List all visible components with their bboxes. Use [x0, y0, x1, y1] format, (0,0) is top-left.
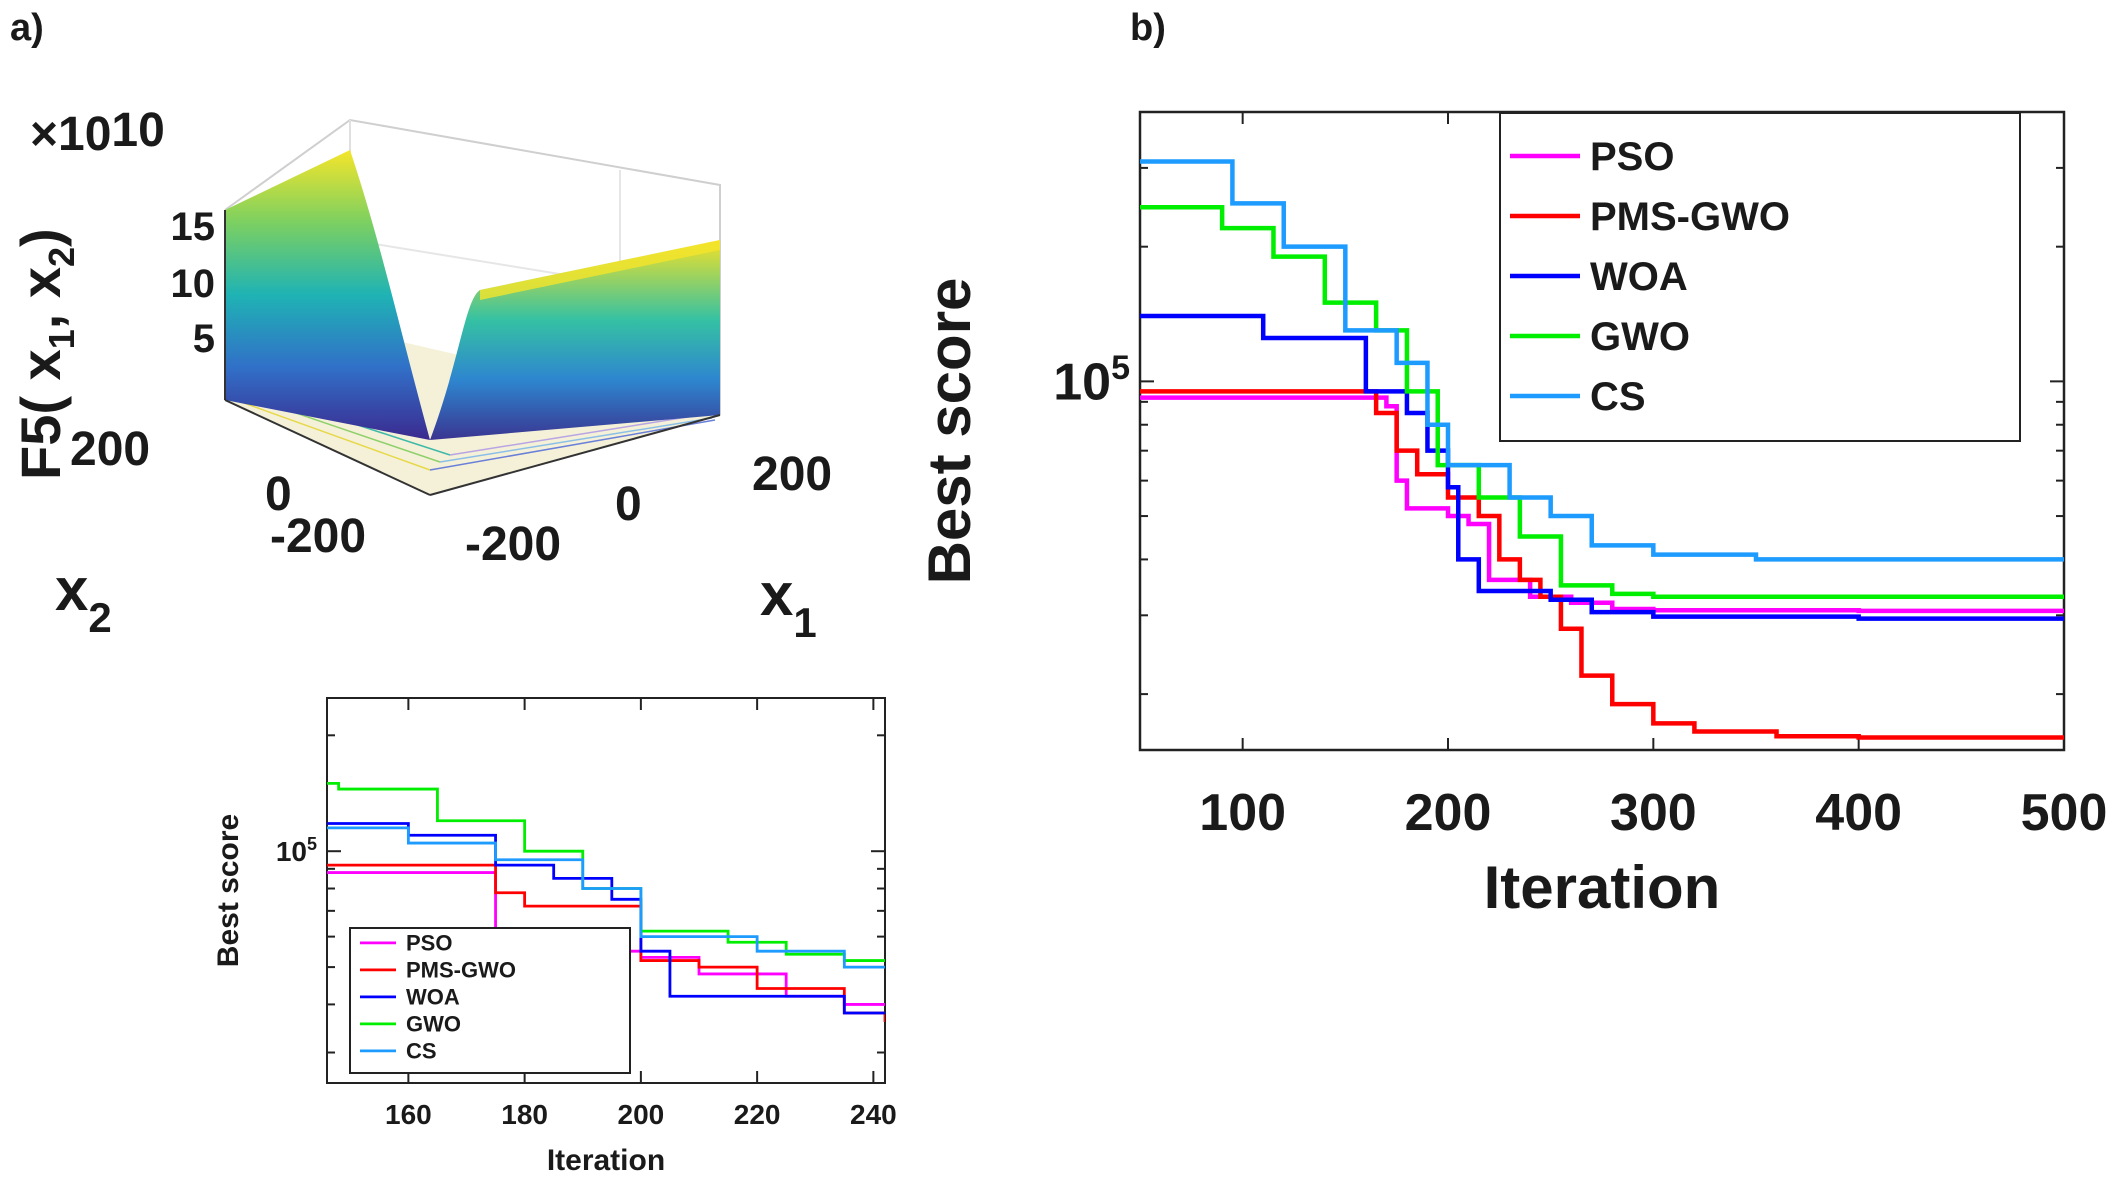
surface-ztick: 10 [171, 262, 216, 306]
x-tick-label: 100 [1199, 784, 1286, 842]
surface-plot: 15 10 5 ×1010 F5( x1, x2) 200 0 -200 -20… [9, 104, 832, 646]
legend-label: PSO [406, 931, 452, 956]
surface-zlabel-sub: 1 [41, 329, 82, 349]
series-line-pso [1140, 395, 2064, 614]
surface-zlabel-sub: 2 [41, 247, 82, 267]
series-line-woa [1140, 313, 2064, 621]
x-tick-label: 220 [734, 1099, 781, 1130]
surface-x1-axis [429, 414, 721, 496]
series-line-pms-gwo [1140, 389, 2064, 740]
y-tick-label-base: 10 [1053, 354, 1111, 412]
legend-label: CS [1590, 375, 1646, 419]
surface-x2-tick: 0 [265, 468, 292, 521]
surface-zlabel-text: F5( x [9, 349, 72, 480]
legend-label: CS [406, 1039, 437, 1064]
x-tick-label: 300 [1610, 784, 1697, 842]
series-line-woa [327, 822, 885, 1015]
y-axis-label: Best score [212, 814, 245, 967]
x-tick-label: 240 [850, 1099, 897, 1130]
y-axis-label: Best score [916, 278, 983, 585]
y-tick-label-power: 5 [1111, 349, 1130, 387]
surface-zlabel-comma: , x [9, 267, 72, 329]
legend-label: WOA [406, 985, 460, 1010]
surface-ridge [480, 240, 720, 300]
surface-exponent-label: ×1010 [30, 104, 165, 161]
surface-x2-label: x2 [55, 556, 112, 641]
surface-ztick: 5 [193, 317, 215, 361]
surface-x1-label-text: x [760, 561, 793, 628]
plot-frame [326, 697, 886, 1084]
legend-label: GWO [1590, 315, 1690, 359]
x-axis-label: Iteration [1484, 854, 1721, 921]
surface-x2-tick: -200 [270, 510, 366, 563]
best-score-chart-main: 100 200 300 400 500 105 Iteration Best score PSO… [916, 110, 2108, 921]
legend-label: WOA [1590, 255, 1688, 299]
surface-left-wall [225, 150, 430, 440]
surface-exponent-base: ×10 [30, 108, 111, 161]
legend-label: PMS-GWO [406, 958, 516, 983]
y-tick-label-base: 10 [276, 836, 307, 867]
panel-label-b: b) [1130, 7, 1166, 49]
legend-box [1499, 112, 2021, 442]
surface-x1-label: x1 [760, 561, 817, 646]
series-line-cs [1140, 159, 2064, 562]
legend-label: PSO [1590, 135, 1674, 179]
y-tick-label: 105 [276, 834, 317, 867]
surface-x1-label-sub: 1 [793, 599, 816, 646]
legend-label: GWO [406, 1012, 461, 1037]
surface-x2-tick: 200 [70, 423, 150, 476]
surface-zlabel-end: ) [9, 228, 72, 247]
legend-label: PMS-GWO [1590, 195, 1790, 239]
x-tick-label: 500 [2021, 784, 2108, 842]
surface-x1-tick: 0 [615, 478, 642, 531]
y-tick-label: 105 [1053, 349, 1130, 412]
surface-x2-label-sub: 2 [88, 594, 111, 641]
x-axis-label: Iteration [547, 1144, 665, 1177]
x-tick-label: 160 [385, 1099, 432, 1130]
x-tick-label: 200 [618, 1099, 665, 1130]
surface-x2-label-text: x [55, 556, 88, 623]
best-score-chart-inset: 160 180 200 220 240 105 Iteration Best score PSO… [212, 697, 897, 1177]
series-line-cs [327, 826, 885, 969]
surface-x1-tick: 200 [752, 448, 832, 501]
x-tick-label: 180 [501, 1099, 548, 1130]
surface-exponent-power: 10 [111, 104, 164, 157]
x-tick-label: 200 [1405, 784, 1492, 842]
x-tick-label: 400 [1815, 784, 1902, 842]
surface-x2-axis [224, 399, 431, 496]
panel-label-a: a) [10, 7, 44, 49]
y-tick-label-power: 5 [307, 834, 317, 854]
legend-box [349, 927, 631, 1074]
surface-right-wall [430, 240, 720, 440]
surface-x1-tick: -200 [465, 518, 561, 571]
series-line-gwo [1140, 205, 2064, 600]
surface-ztick: 15 [171, 205, 216, 249]
surface-zlabel: F5( x1, x2) [9, 228, 82, 480]
